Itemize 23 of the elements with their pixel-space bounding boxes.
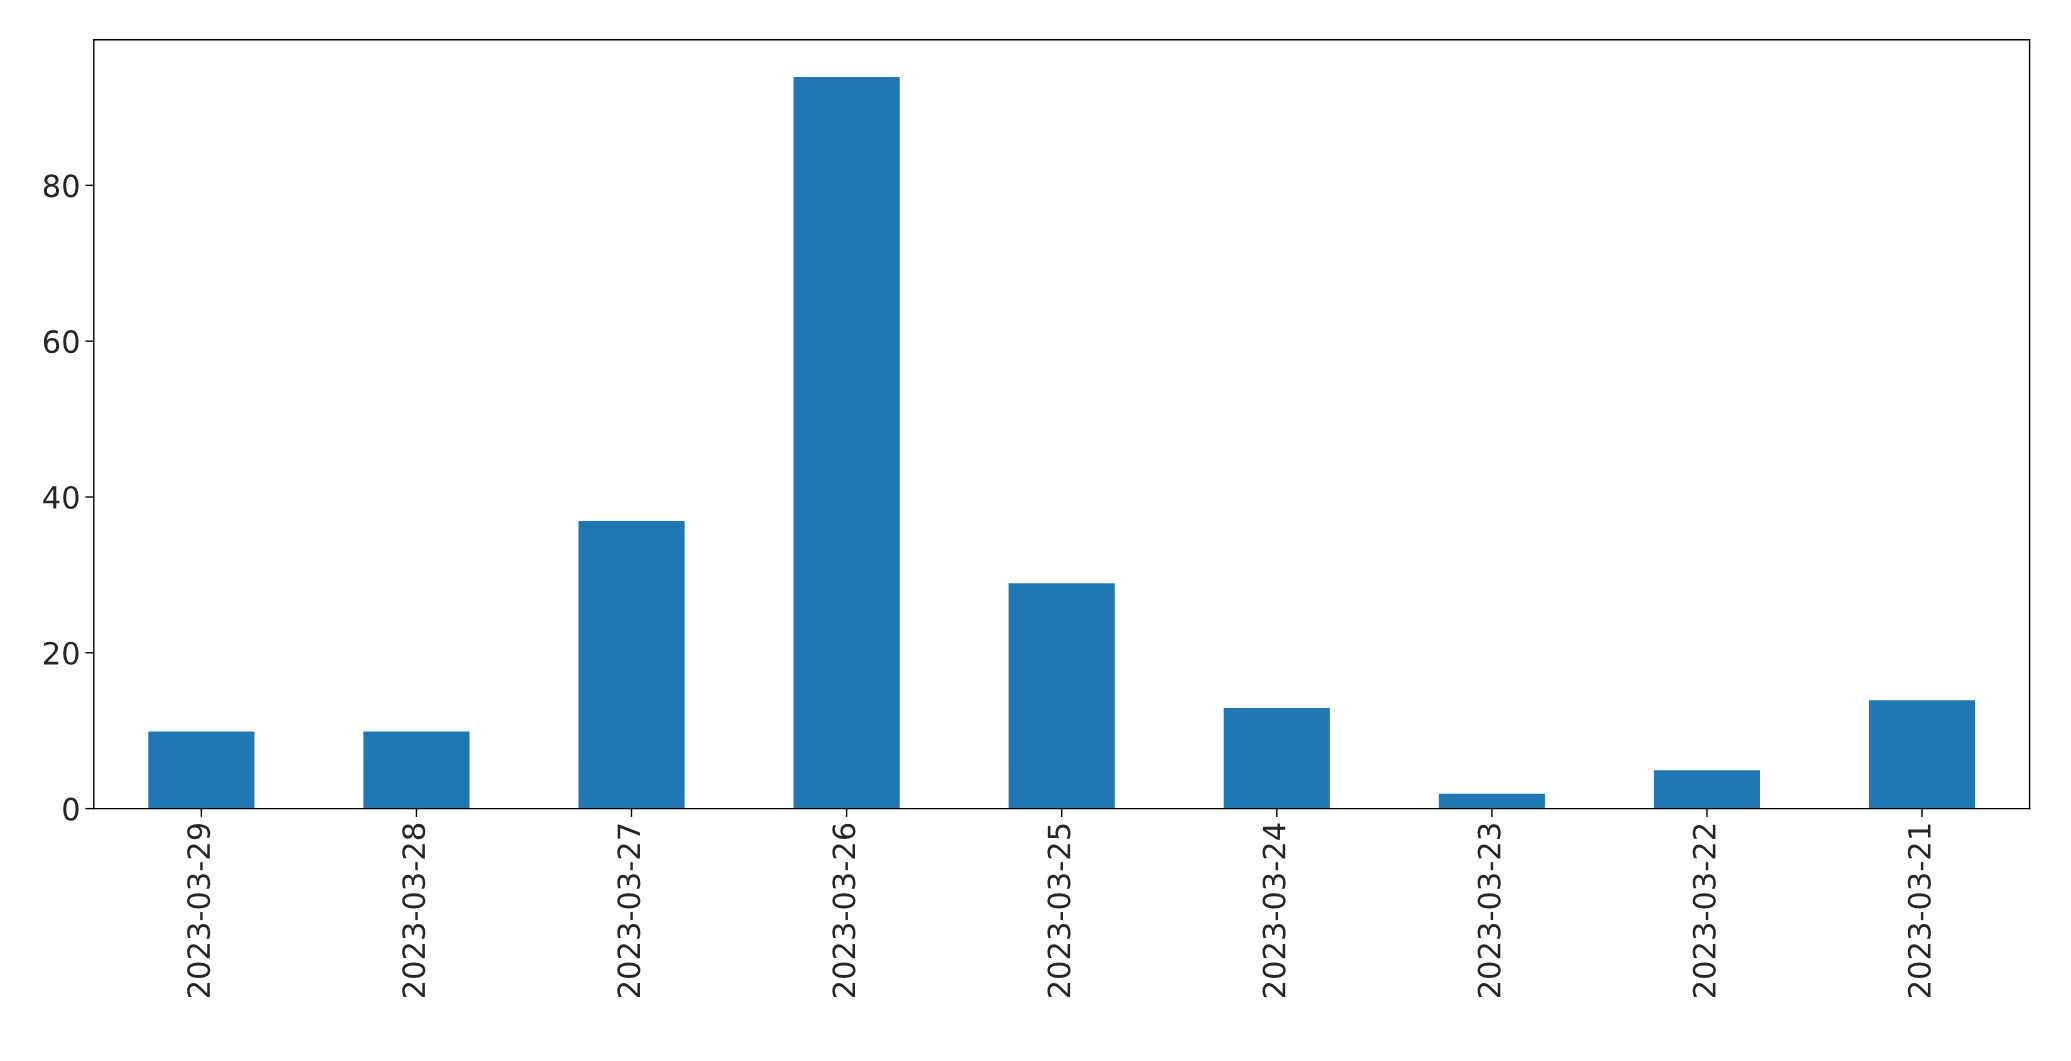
bar <box>1867 698 1977 809</box>
bar <box>1007 581 1117 809</box>
x-tick-label: 2023-03-22 <box>1692 824 1716 998</box>
bar <box>361 729 471 809</box>
x-tick-label: 2023-03-23 <box>1477 824 1501 998</box>
y-tick-label: 40 <box>43 485 79 510</box>
x-tick-label: 2023-03-24 <box>1262 823 1286 998</box>
y-tick-label: 80 <box>43 174 79 198</box>
y-tick-label: 0 <box>63 797 79 821</box>
bar <box>577 519 686 809</box>
y-tick-label: 20 <box>43 641 79 665</box>
bar <box>1222 706 1332 809</box>
bar <box>1437 792 1547 809</box>
x-tick-label: 2023-03-28 <box>402 823 426 998</box>
bar <box>146 729 256 809</box>
y-tick-label: 60 <box>43 330 79 354</box>
bar <box>1652 768 1762 809</box>
x-tick-label: 2023-03-27 <box>617 824 641 998</box>
x-tick-label: 2023-03-29 <box>187 823 211 998</box>
x-tick-label: 2023-03-26 <box>832 823 856 998</box>
x-tick-label: 2023-03-25 <box>1047 824 1071 998</box>
x-tick-label: 2023-03-21 <box>1907 824 1931 998</box>
bar <box>792 75 902 809</box>
